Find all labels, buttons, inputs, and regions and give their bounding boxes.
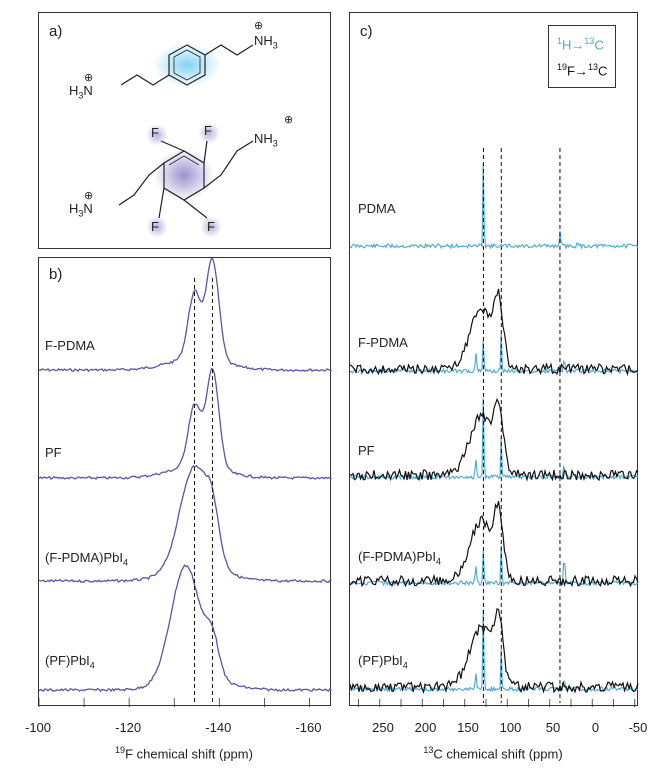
fluorine-1: F <box>151 125 159 140</box>
x-axis-title-c: 13C chemical shift (ppm) <box>423 745 563 762</box>
spectrum-label-c-pf-pbi4: (PF)PbI4 <box>358 653 408 671</box>
fluorine-spectrum-line <box>38 464 332 584</box>
f-to-c-spectrum-line <box>349 288 639 377</box>
panel-b-label: b) <box>49 266 63 283</box>
h3n-top-2: H3N <box>69 201 93 219</box>
x-tick-label-c: -50 <box>628 720 648 735</box>
fluorine-spectrum-line <box>38 564 332 693</box>
x-tick-label-b: -120 <box>115 720 142 735</box>
x-tick-label-c: 250 <box>372 720 394 735</box>
x-tick-label-b: -140 <box>205 720 232 735</box>
x-tick-label-c: 0 <box>591 720 600 735</box>
h-to-c-spectrum-line <box>349 163 639 250</box>
panel-a: a) NH3 H3N ⊕ ⊕ NH3 <box>38 12 331 249</box>
legend: 1H→13C 19F→13C <box>548 25 617 88</box>
panel-b: b) F-PDMA PF (F-PDMA)PbI4 (PF)PbI4 <box>38 256 332 707</box>
h-to-c-spectrum-line <box>350 332 639 375</box>
h3n-top-1: H3N <box>69 83 93 101</box>
fpdma-molecule <box>118 122 254 238</box>
x-axis-title-b: 19F chemical shift (ppm) <box>115 745 253 762</box>
plus-1b: ⊕ <box>84 72 94 84</box>
fluorine-spectrum-line <box>38 256 332 373</box>
panel-a-label: a) <box>49 23 63 40</box>
nh3-top-1: NH3 <box>254 33 278 51</box>
x-tick-label-c: 150 <box>457 720 479 735</box>
legend-h-to-c: 1H→13C <box>557 36 604 53</box>
x-tick-label-b: -160 <box>295 720 322 735</box>
plus-2a: ⊕ <box>284 114 294 126</box>
fluorine-4: F <box>207 219 215 234</box>
panel-c-label: c) <box>360 23 373 40</box>
spectrum-label-c-fpdma: F-PDMA <box>358 335 408 350</box>
molecule-diagrams <box>118 43 254 238</box>
fluorine-3: F <box>151 219 159 234</box>
panel-c: c) 1H→13C 19F→13C PDMA F-PDMA PF (F-PDMA… <box>349 12 639 707</box>
legend-f-to-c: 19F→13C <box>557 62 608 79</box>
x-tick-label-c: 100 <box>499 720 522 735</box>
x-tick-label-c: 50 <box>545 720 561 735</box>
plus-2b: ⊕ <box>84 190 94 202</box>
f-to-c-spectrum-line <box>349 397 639 482</box>
spectrum-label-pf-pbi4: (PF)PbI4 <box>45 653 95 671</box>
spectrum-label-fpdma-pbi4: (F-PDMA)PbI4 <box>45 550 129 568</box>
spectrum-label-pf: PF <box>45 445 62 460</box>
nh3-top-2: NH3 <box>254 131 278 149</box>
pdma-molecule <box>120 43 254 87</box>
h-to-c-spectrum-line <box>349 609 639 693</box>
carbon-spectra-plot <box>349 148 639 707</box>
spectrum-label-fpdma: F-PDMA <box>45 338 95 353</box>
plus-1a: ⊕ <box>254 20 264 32</box>
spectrum-label-c-pdma: PDMA <box>358 201 396 216</box>
f-to-c-spectrum-line <box>349 501 639 588</box>
fluorine-spectrum-line <box>38 367 332 481</box>
x-tick-label-c: 200 <box>414 720 437 735</box>
f-to-c-spectrum-line <box>349 608 639 694</box>
fluorine-2: F <box>204 123 212 138</box>
spectrum-label-c-pf: PF <box>358 443 375 458</box>
spectrum-label-c-fpdma-pbi4: (F-PDMA)PbI4 <box>358 549 442 567</box>
fluorine-spectra-plot <box>38 256 332 707</box>
x-tick-label-b: -100 <box>24 720 52 735</box>
